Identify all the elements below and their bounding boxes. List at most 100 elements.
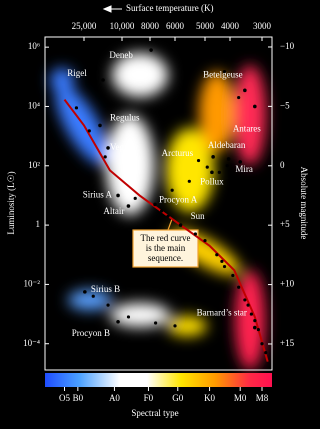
x2-tick-label: K0: [204, 393, 215, 403]
named-star: [238, 160, 242, 164]
x2-axis-title: Spectral type: [131, 408, 178, 418]
x2-tick-label: F0: [144, 393, 154, 403]
named-star: [83, 290, 87, 294]
star-label: Antares: [233, 124, 261, 134]
star-label: Aldebaran: [208, 140, 246, 150]
named-star: [226, 157, 231, 161]
x2-tick-label: M0: [234, 393, 247, 403]
spectral-bar: [45, 373, 272, 387]
star: [243, 298, 247, 302]
star: [246, 303, 250, 307]
star-label: Pollux: [200, 176, 224, 186]
annotation-pointer: [167, 218, 173, 231]
plot-frame: [44, 36, 273, 371]
x-tick-label: 8000: [141, 21, 160, 31]
annotation: sequence.: [148, 253, 183, 263]
star: [91, 294, 95, 298]
star: [225, 164, 229, 168]
y-tick-label: 10⁻⁴: [23, 338, 40, 348]
y-tick-label: 10⁻²: [24, 278, 41, 288]
star: [196, 158, 201, 163]
star: [87, 129, 91, 133]
y2-tick-label: 0: [280, 160, 285, 170]
star: [260, 342, 264, 346]
star: [126, 315, 131, 319]
star: [133, 196, 137, 200]
named-star: [116, 193, 120, 198]
star: [231, 273, 235, 278]
star: [103, 155, 107, 159]
star-label: Deneb: [109, 50, 133, 60]
star: [237, 95, 241, 100]
star: [154, 321, 158, 325]
chart: Surface temperature (K) Spectral type Lu…: [6, 3, 309, 419]
y-tick-label: 10⁴: [28, 101, 40, 111]
named-star: [149, 48, 153, 52]
x2-tick-label: M8: [256, 393, 269, 403]
star: [74, 106, 79, 110]
x-tick-label: 25,000: [72, 21, 97, 31]
x2-tick-label: O5: [59, 393, 70, 403]
star: [173, 324, 177, 328]
x2-tick-label: G0: [172, 393, 183, 403]
y-axis-title: Luminosity (L☉): [6, 171, 16, 234]
x-tick-label: 6000: [166, 21, 185, 31]
star: [203, 239, 207, 243]
named-star: [101, 78, 105, 82]
star: [106, 303, 110, 307]
star-label: Sun: [191, 211, 206, 221]
star: [264, 351, 268, 355]
star: [160, 209, 164, 213]
star: [193, 232, 198, 236]
star-label: Mira: [235, 164, 253, 174]
named-star: [253, 325, 257, 330]
y2-tick-label: −10: [280, 41, 295, 51]
y-tick-label: 1: [36, 219, 41, 229]
star-label: Sirius A: [83, 190, 113, 200]
star-label: Arcturus: [162, 148, 194, 158]
star: [215, 253, 219, 257]
star-label: Altair: [103, 206, 124, 216]
named-star: [211, 155, 215, 159]
y-tick-label: 10²: [28, 160, 40, 170]
star: [222, 264, 227, 269]
star-label: Betelgeuse: [203, 69, 243, 79]
x-tick-label: 5000: [196, 21, 215, 31]
star-label: Sirius B: [91, 284, 120, 294]
x-tick-label: 4000: [221, 21, 240, 31]
star: [205, 165, 209, 169]
star: [187, 179, 191, 183]
x2-tick-label: B0: [73, 393, 84, 403]
star: [237, 285, 241, 289]
star-label: Regulus: [110, 112, 140, 122]
named-star: [243, 88, 247, 93]
annotation: The red curve: [141, 233, 191, 243]
star-label: Procyon A: [159, 194, 198, 204]
star-label: Rigel: [67, 68, 87, 78]
y2-tick-label: +5: [280, 219, 290, 229]
named-star: [210, 170, 214, 175]
star: [217, 170, 221, 174]
star-label: Procyon B: [72, 328, 110, 338]
star: [170, 188, 174, 192]
star: [187, 61, 191, 65]
named-star: [178, 223, 183, 227]
star: [253, 319, 257, 323]
arrow: [102, 5, 122, 13]
y2-tick-label: +15: [280, 338, 295, 348]
star: [166, 214, 170, 218]
star: [256, 327, 260, 332]
named-star: [116, 319, 120, 324]
star-label: Vega: [110, 142, 128, 152]
star: [249, 312, 253, 316]
x-tick-label: 10,000: [110, 21, 135, 31]
y2-tick-label: −5: [280, 100, 290, 110]
y2-tick-label: +10: [280, 279, 295, 289]
star: [222, 69, 227, 74]
y-tick-label: 10⁶: [28, 41, 40, 51]
annotation: is the main: [146, 243, 186, 253]
annotation-box: [132, 229, 199, 268]
y2-axis-title: Absolute magnitude: [299, 167, 309, 240]
named-star: [98, 123, 102, 128]
star: [220, 259, 224, 263]
